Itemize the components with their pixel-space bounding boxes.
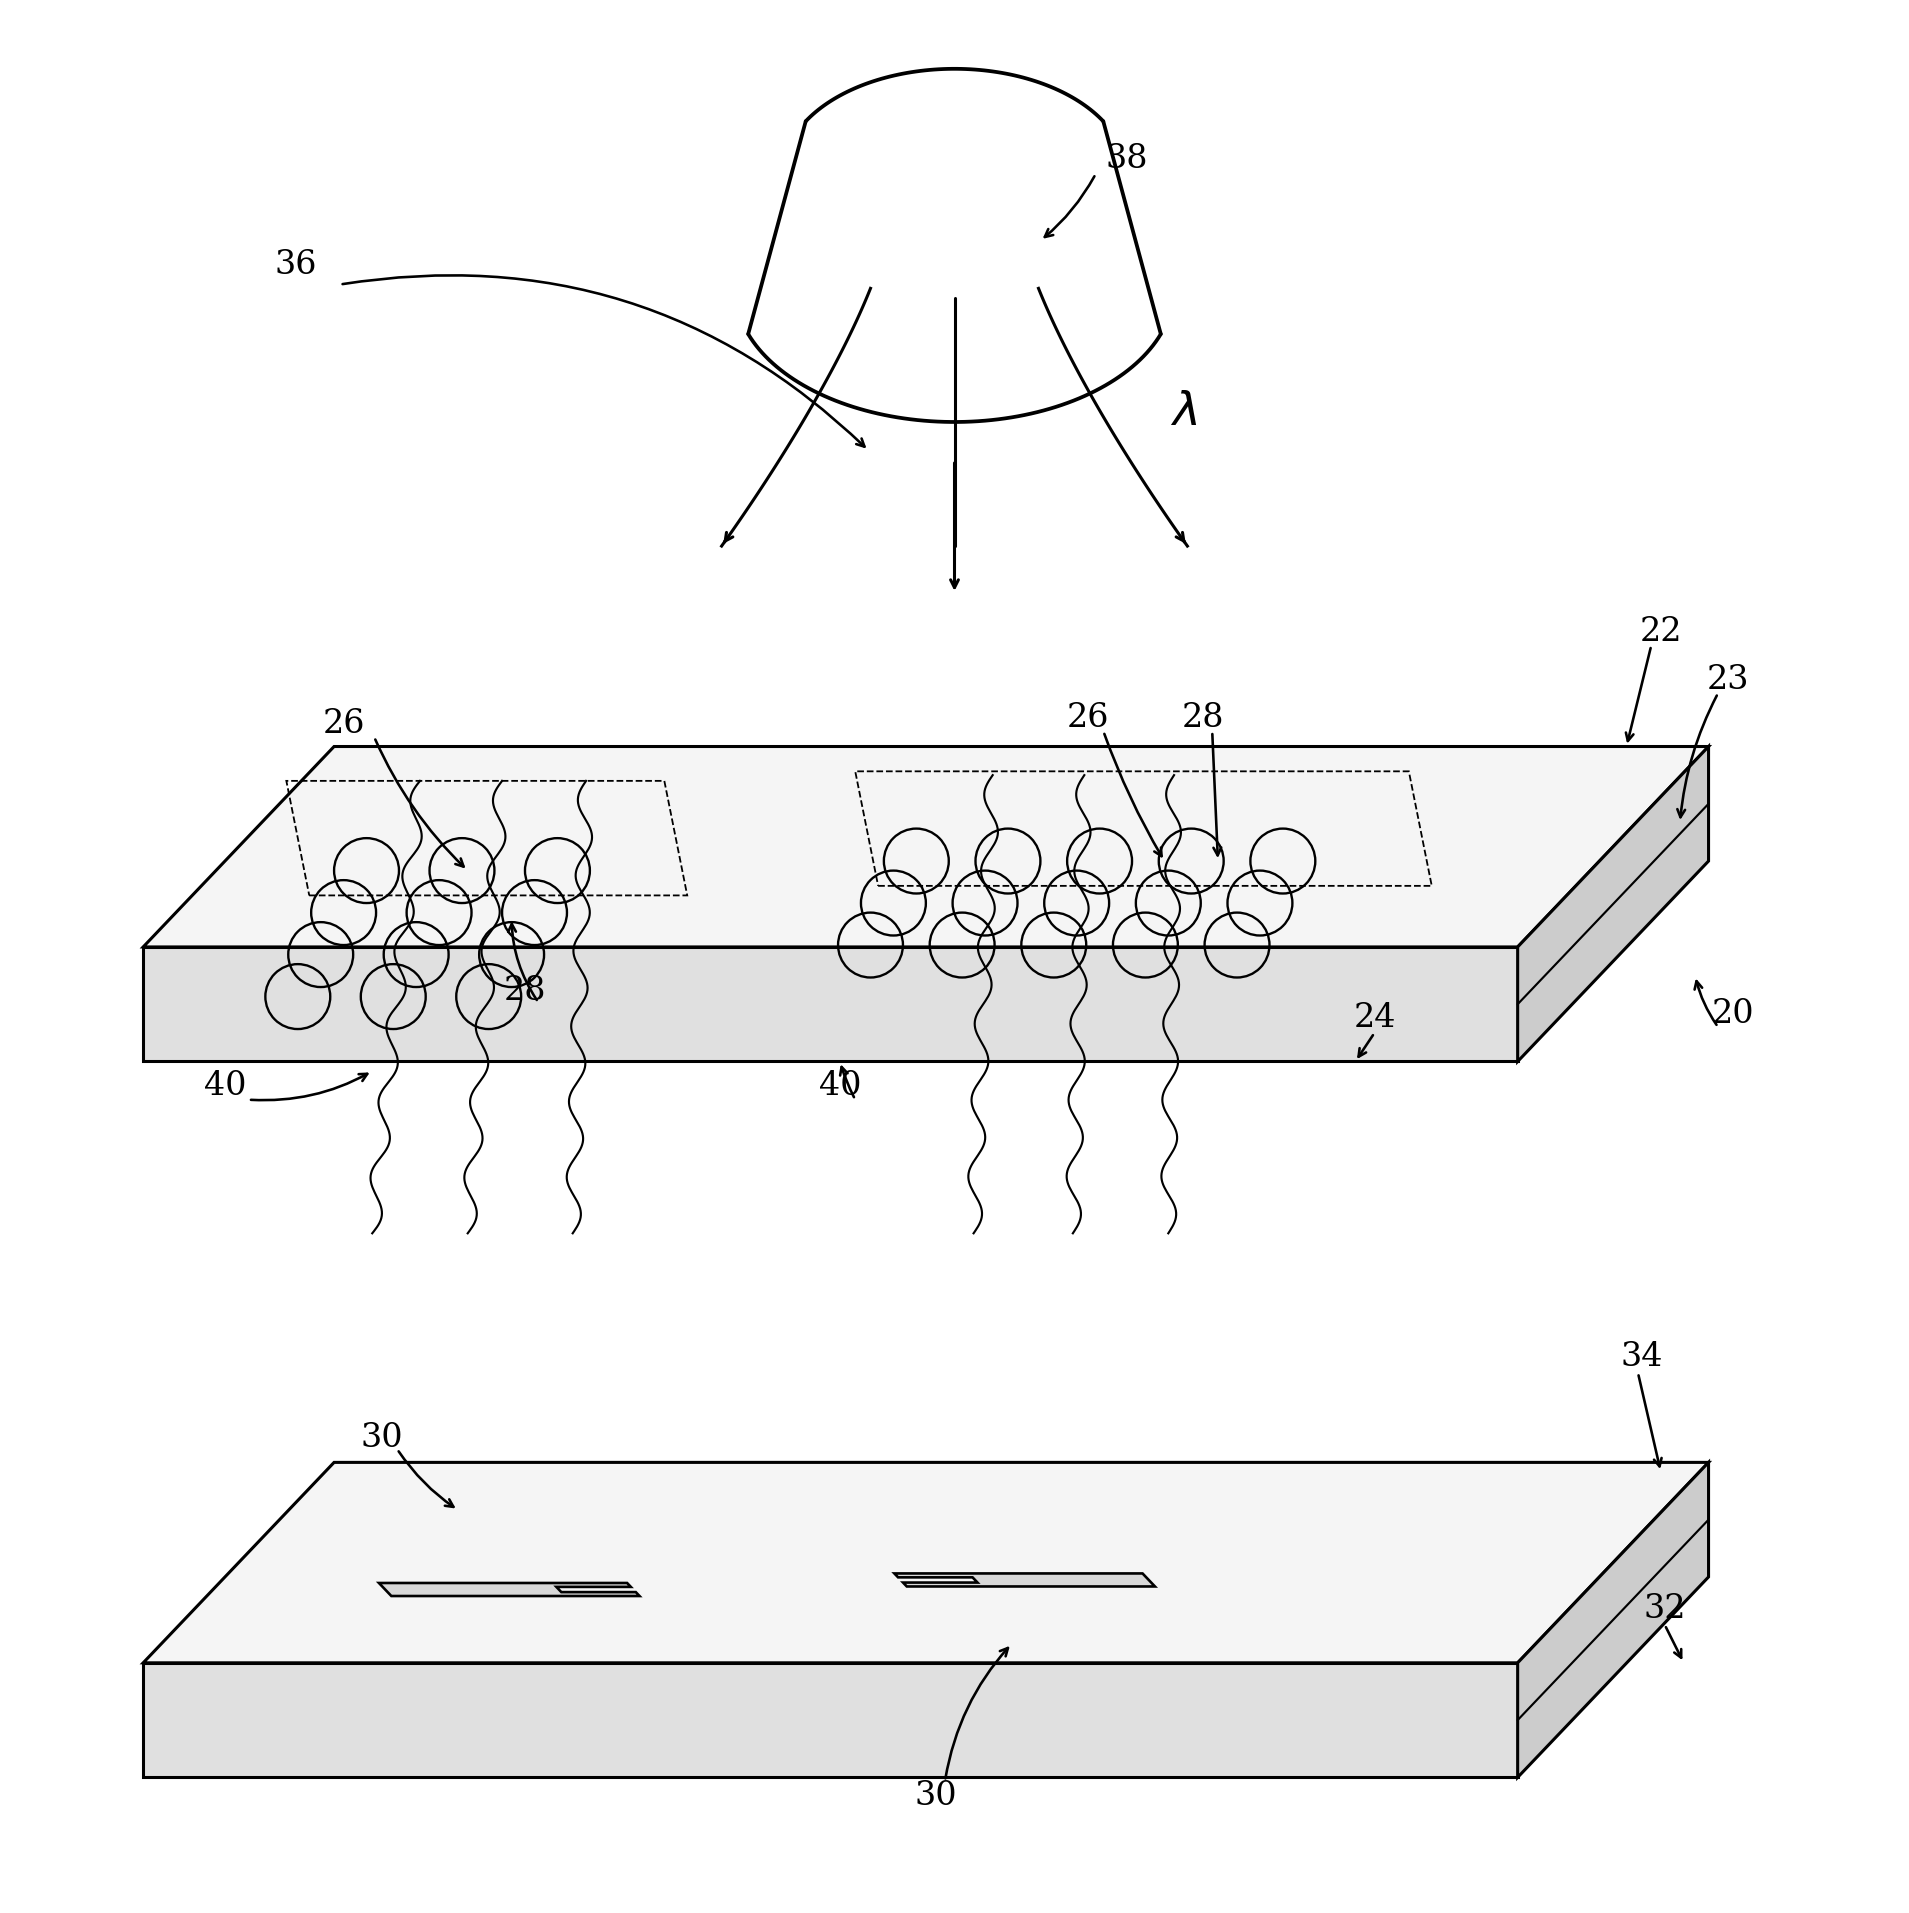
Polygon shape	[143, 746, 1709, 947]
Text: 34: 34	[1621, 1341, 1663, 1374]
Text: 32: 32	[1644, 1594, 1686, 1626]
Text: 30: 30	[914, 1781, 956, 1812]
Text: 28: 28	[1182, 702, 1224, 735]
Polygon shape	[378, 1582, 640, 1595]
Polygon shape	[143, 1662, 1518, 1777]
Text: 40: 40	[204, 1069, 246, 1102]
Text: 40: 40	[819, 1069, 861, 1102]
Text: $\lambda$: $\lambda$	[1170, 390, 1197, 434]
Text: 36: 36	[275, 249, 317, 281]
Polygon shape	[1518, 1462, 1709, 1777]
Text: 30: 30	[361, 1421, 403, 1454]
Polygon shape	[143, 1462, 1709, 1662]
Text: 28: 28	[504, 976, 546, 1006]
Text: 26: 26	[1067, 702, 1109, 735]
Text: 22: 22	[1640, 616, 1682, 649]
Polygon shape	[895, 1572, 1155, 1586]
Polygon shape	[143, 947, 1518, 1062]
Polygon shape	[1518, 746, 1709, 1062]
Text: 24: 24	[1353, 1002, 1395, 1033]
Text: 23: 23	[1707, 664, 1749, 696]
Text: 38: 38	[1105, 143, 1147, 174]
Text: 26: 26	[323, 708, 365, 740]
Text: 20: 20	[1712, 999, 1754, 1029]
